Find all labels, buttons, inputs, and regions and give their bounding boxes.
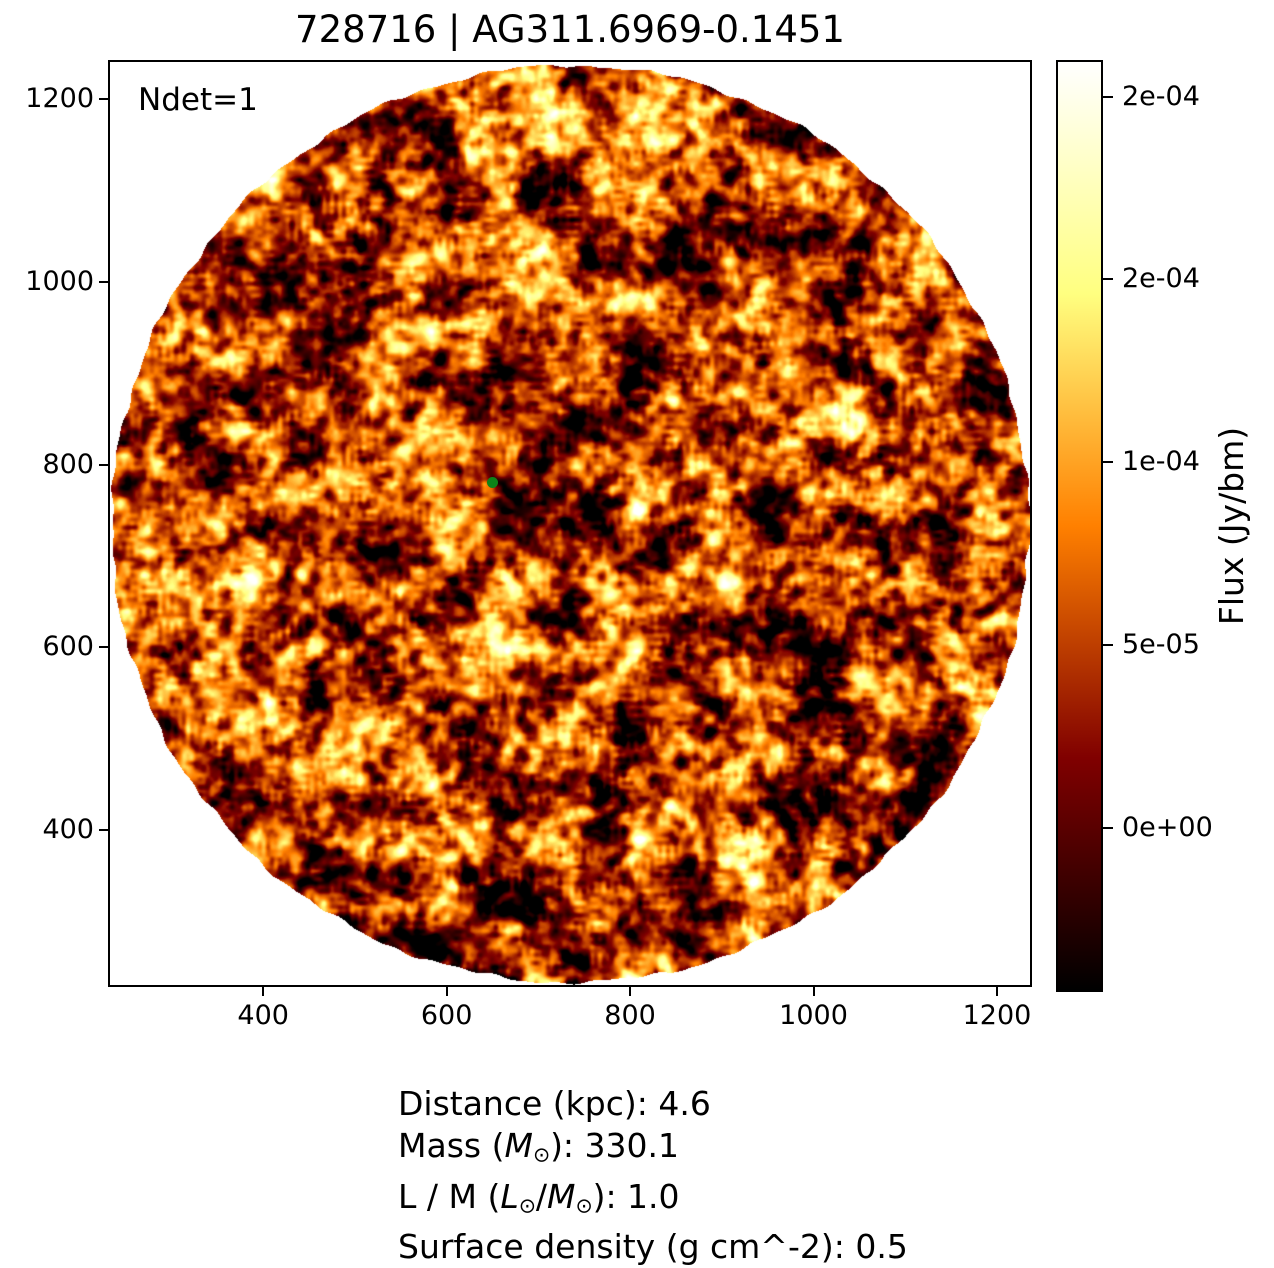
x-tick-mark xyxy=(629,987,632,996)
info-text-part: M xyxy=(546,1176,576,1216)
detection-marker xyxy=(486,477,498,489)
colorbar-tick-label: 2e-04 xyxy=(1122,80,1200,112)
y-tick-label: 1200 xyxy=(25,83,94,115)
y-tick-label: 600 xyxy=(42,631,94,663)
info-text-part: ⊙ xyxy=(575,1193,593,1217)
info-text-part: Distance (kpc): 4.6 xyxy=(398,1084,711,1123)
x-tick-mark xyxy=(995,987,998,996)
colorbar-axis-label: Flux (Jy/bm) xyxy=(1212,426,1251,626)
info-text-part: L xyxy=(500,1176,519,1216)
flux-map-image xyxy=(110,62,1030,985)
colorbar-tick-mark xyxy=(1103,95,1113,98)
info-text-part: / xyxy=(535,1176,547,1216)
x-tick-mark xyxy=(812,987,815,996)
x-tick-label: 800 xyxy=(604,1000,656,1031)
colorbar-tick-label: 2e-04 xyxy=(1122,263,1200,295)
info-text-part: ⊙ xyxy=(532,1142,551,1167)
plot-title: 728716 | AG311.6969-0.1451 xyxy=(295,8,845,51)
info-line-distance: Distance (kpc): 4.6 xyxy=(398,1083,908,1125)
y-tick-mark xyxy=(99,281,108,284)
y-tick-mark xyxy=(99,646,108,649)
x-tick-label: 1200 xyxy=(962,1000,1032,1031)
info-text-part: ): 1.0 xyxy=(592,1176,680,1216)
info-text-part: Mass ( xyxy=(398,1126,505,1165)
colorbar xyxy=(1056,60,1103,992)
info-line-surface-density: Surface density (g cm^-2): 0.5 xyxy=(398,1226,908,1268)
info-line-mass: Mass (M⊙): 330.1 xyxy=(398,1125,908,1176)
y-tick-mark xyxy=(99,98,108,101)
colorbar-tick-label: 5e-05 xyxy=(1122,628,1200,660)
x-tick-label: 600 xyxy=(420,1000,473,1031)
y-tick-mark xyxy=(99,463,108,466)
y-tick-label: 400 xyxy=(42,813,94,845)
info-text-part: M xyxy=(504,1126,533,1165)
y-tick-label: 1000 xyxy=(25,266,94,298)
colorbar-tick-mark xyxy=(1103,278,1113,281)
x-tick-label: 400 xyxy=(237,1000,289,1031)
info-text-part: ⊙ xyxy=(518,1193,536,1217)
x-tick-mark xyxy=(445,987,448,996)
info-text-part: L / M ( xyxy=(398,1176,501,1216)
colorbar-tick-mark xyxy=(1103,643,1113,646)
colorbar-tick-mark xyxy=(1103,461,1113,464)
x-tick-label: 1000 xyxy=(779,1000,848,1031)
colorbar-tick-label: 1e-04 xyxy=(1122,446,1200,478)
info-text-part: Surface density (g cm^-2): 0.5 xyxy=(398,1227,908,1266)
source-info-block: Distance (kpc): 4.6 Mass (M⊙): 330.1 L / M… xyxy=(398,1083,908,1268)
x-tick-mark xyxy=(262,987,265,996)
y-tick-mark xyxy=(99,828,108,831)
colorbar-tick-mark xyxy=(1103,826,1113,829)
info-line-lm: L / M (L⊙/M⊙): 1.0 xyxy=(398,1176,908,1227)
y-tick-label: 800 xyxy=(42,448,94,480)
colorbar-gradient xyxy=(1058,62,1101,990)
ndet-annotation: Ndet=1 xyxy=(138,82,258,118)
info-text-part: ): 330.1 xyxy=(550,1126,680,1165)
colorbar-tick-label: 0e+00 xyxy=(1122,811,1213,843)
